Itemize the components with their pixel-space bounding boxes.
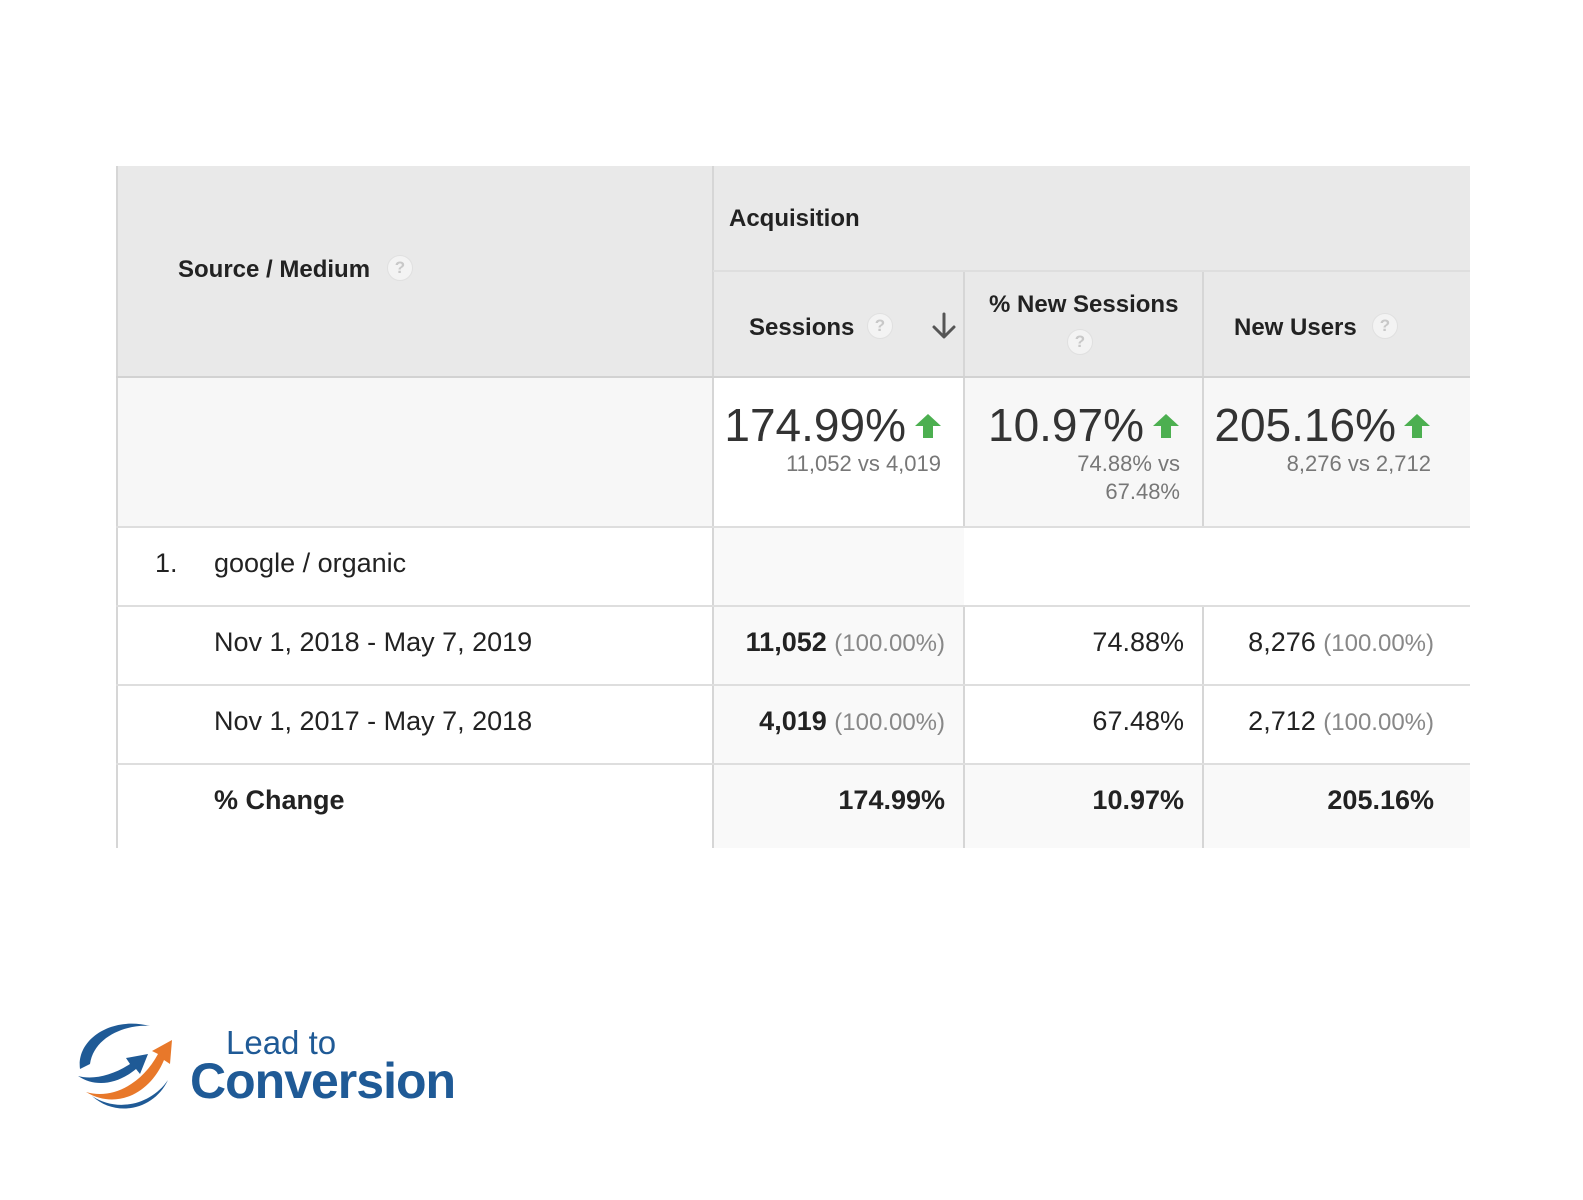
new-users-change-value: 205.16% [1214, 399, 1396, 451]
acquisition-header [713, 166, 1470, 271]
source-medium-help-icon[interactable]: ? [387, 255, 413, 281]
sessions-help-icon[interactable]: ? [867, 313, 893, 339]
logo-text-line2: Conversion [190, 1053, 456, 1109]
change-row-label: % Change [214, 785, 345, 815]
row-index: 1. [155, 548, 178, 578]
new-sessions-column-header[interactable]: % New Sessions [989, 291, 1179, 318]
sort-descending-icon[interactable] [931, 312, 957, 340]
source-medium-label[interactable]: Source / Medium [178, 256, 371, 283]
new-sessions-change: 10.97% [1092, 785, 1184, 815]
new-sessions-change-value: 10.97% [987, 399, 1144, 451]
new-sessions-previous: 67.48% [1092, 706, 1184, 736]
new-users-column-header[interactable]: New Users [1234, 314, 1357, 341]
source-medium-link[interactable]: google / organic [214, 548, 407, 578]
new-sessions-current: 74.88% [1092, 627, 1184, 657]
logo-text-line1: Lead to [226, 1024, 337, 1061]
new-users-previous: 2,712 (100.00%) [1248, 706, 1434, 736]
summary-sessions-cell [713, 377, 964, 527]
lead-to-conversion-logo: Lead to Conversion [72, 1012, 462, 1122]
trend-up-icon [1153, 414, 1179, 438]
new-users-change: 205.16% [1327, 785, 1434, 815]
date-range-previous: Nov 1, 2017 - May 7, 2018 [214, 706, 533, 736]
metric-headers [713, 271, 1470, 377]
new-sessions-compare-1: 74.88% vs [1077, 451, 1180, 476]
source-medium-header [116, 166, 713, 377]
sessions-change-value: 174.99% [724, 399, 906, 451]
sessions-compare: 11,052 vs 4,019 [786, 451, 941, 476]
new-users-help-icon[interactable]: ? [1372, 313, 1398, 339]
trend-up-icon [1404, 414, 1430, 438]
new-users-current: 8,276 (100.00%) [1248, 627, 1434, 657]
trend-up-icon [915, 414, 941, 438]
analytics-table: Source / Medium ? Acquisition Sessions ?… [116, 166, 1470, 848]
new-sessions-help-icon[interactable]: ? [1067, 329, 1093, 355]
sessions-current: 11,052 (100.00%) [745, 627, 945, 657]
acquisition-label: Acquisition [729, 205, 860, 232]
new-sessions-compare-2: 67.48% [1105, 479, 1180, 504]
sessions-change: 174.99% [838, 785, 945, 815]
date-range-current: Nov 1, 2018 - May 7, 2019 [214, 627, 533, 657]
sessions-previous: 4,019 (100.00%) [759, 706, 945, 736]
new-users-compare: 8,276 vs 2,712 [1286, 451, 1431, 476]
summary-other-cells [964, 377, 1470, 527]
sessions-column-header[interactable]: Sessions [749, 314, 855, 341]
summary-label-cell [116, 377, 713, 527]
logo-swoosh-icon [78, 1023, 172, 1109]
